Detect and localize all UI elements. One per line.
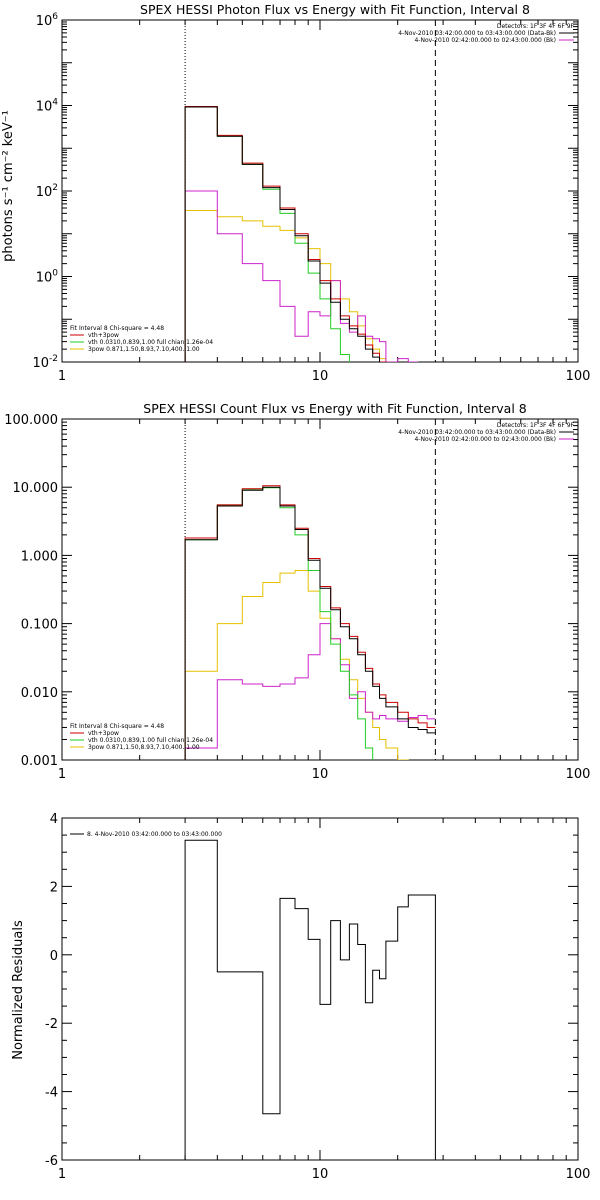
y-tick-label: 4 bbox=[50, 812, 58, 827]
y-tick-label: 0 bbox=[50, 949, 58, 964]
legend-fit-label: 3pow 0.871,1.50,8.93,7.10,400.,1.00 bbox=[88, 346, 200, 353]
y-tick-label: -6 bbox=[45, 1154, 58, 1169]
legend-fit-header: Fit Interval 8 Chi-square = 4.48 bbox=[70, 723, 164, 730]
x-tick-label: 100 bbox=[566, 369, 591, 384]
x-tick-label: 100 bbox=[566, 767, 591, 782]
x-tick-label: 10 bbox=[312, 1167, 329, 1182]
legend-entry-label: 4-Nov-2010 02:42:00.000 to 02:43:00.000 … bbox=[414, 436, 556, 443]
y-tick-label: 1.000 bbox=[21, 549, 58, 564]
x-tick-label: 1 bbox=[58, 369, 66, 384]
legend-residual-label: 8. 4-Nov-2010 03:42:00.000 to 03:43:00.0… bbox=[87, 831, 222, 838]
legend-fit-label: vth 0.0310,0.839,1.00 full chian 1.26e-0… bbox=[88, 737, 213, 744]
residuals-panel: Normalized Residuals 1 10 100 4 2 0 -2 -4 -6 8. 4… bbox=[11, 812, 590, 1182]
photon-flux-title: SPEX HESSI Photon Flux vs Energy with Fi… bbox=[140, 2, 530, 17]
x-tick-label: 10 bbox=[312, 767, 329, 782]
series-data bbox=[184, 106, 380, 362]
x-tick-label: 100 bbox=[566, 1167, 591, 1182]
y-tick-label: 0.001 bbox=[21, 754, 58, 769]
legend-fit-label: vth+3pow bbox=[88, 332, 119, 339]
y-tick-label: 10-2 bbox=[32, 354, 58, 371]
y-tick-label: 0.010 bbox=[21, 686, 58, 701]
legend-detectors: Detectors: 1F 3F 4F 6F 9F bbox=[497, 23, 575, 30]
y-tick-label: 100.000 bbox=[4, 413, 58, 428]
legend-entry-label: 4-Nov-2010 03:42:00.000 to 03:43:00.000 … bbox=[398, 30, 556, 37]
legend-fit-header: Fit Interval 8 Chi-square = 4.48 bbox=[70, 325, 164, 332]
series-residuals bbox=[184, 839, 436, 1160]
y-tick-label: 10.000 bbox=[13, 481, 59, 496]
legend-detectors: Detectors: 1F 3F 4F 6F 9F bbox=[497, 422, 575, 429]
y-tick-label: 100 bbox=[36, 269, 59, 286]
series-nonthermal bbox=[184, 210, 387, 362]
photon-flux-ylabel: photons s⁻¹ cm⁻² keV⁻¹ bbox=[1, 110, 16, 262]
legend-fit-label: vth 0.0310,0.839,1.00 full chian 1.26e-0… bbox=[88, 339, 213, 346]
legend-entry-label: 4-Nov-2010 02:42:00.000 to 02:43:00.000 … bbox=[414, 37, 556, 44]
x-tick-label: 1 bbox=[58, 1167, 66, 1182]
y-tick-label: 0.100 bbox=[21, 618, 58, 633]
series-nonthermal bbox=[184, 570, 409, 760]
y-tick-label: 104 bbox=[36, 98, 59, 115]
series-background bbox=[184, 623, 436, 760]
y-tick-label: 102 bbox=[36, 183, 58, 200]
residuals-ylabel: Normalized Residuals bbox=[11, 920, 26, 1060]
legend-fit-label: 3pow 0.871,1.50,8.93,7.10,400.,1.00 bbox=[88, 744, 200, 751]
x-tick-label: 1 bbox=[58, 767, 66, 782]
y-tick-label: -4 bbox=[45, 1086, 58, 1101]
legend-fit-label: vth+3pow bbox=[88, 730, 119, 737]
count-flux-title: SPEX HESSI Count Flux vs Energy with Fit… bbox=[143, 401, 526, 416]
y-tick-label: 106 bbox=[36, 12, 59, 29]
photon-flux-panel: SPEX HESSI Photon Flux vs Energy with Fi… bbox=[1, 2, 591, 384]
y-tick-label: 2 bbox=[50, 880, 58, 895]
legend-entry-label: 4-Nov-2010 03:42:00.000 to 03:43:00.000 … bbox=[398, 429, 556, 436]
y-tick-label: -2 bbox=[45, 1017, 58, 1032]
series-data bbox=[184, 486, 436, 760]
x-tick-label: 10 bbox=[312, 369, 329, 384]
count-flux-panel: SPEX HESSI Count Flux vs Energy with Fit… bbox=[4, 401, 591, 782]
